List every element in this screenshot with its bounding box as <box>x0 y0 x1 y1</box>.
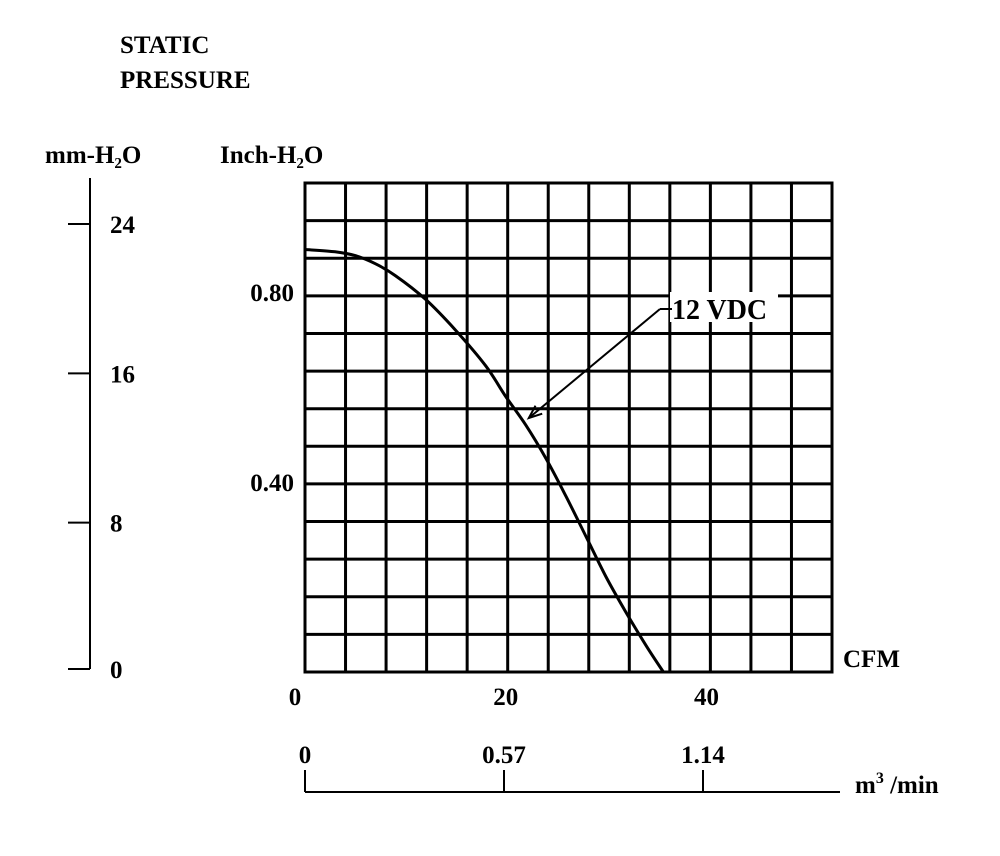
cfm-tick-labels: 0 20 40 <box>289 684 719 711</box>
series-line-12-vdc <box>304 248 665 673</box>
chart-grid <box>303 181 834 674</box>
cfm-tick-label: 20 <box>493 684 518 711</box>
annotation-label: 12 VDC <box>672 295 767 326</box>
inch-h2o-tick-labels: 0.80 0.40 <box>250 280 294 497</box>
inch-h2o-axis-label: Inch-H₂O <box>220 142 323 169</box>
m3-label-base: m <box>855 772 876 799</box>
m3-tick-label: 0.57 <box>482 742 526 769</box>
inch-tick-label: 0.80 <box>250 280 294 307</box>
mm-tick-label: 8 <box>110 511 123 538</box>
mm-tick-label: 0 <box>110 657 123 684</box>
m3-per-min-axis-label: m3 /min <box>855 770 939 799</box>
inch-tick-label: 0.40 <box>250 470 294 497</box>
cfm-tick-label: 40 <box>694 684 719 711</box>
series-layer: 12 VDC <box>304 248 778 673</box>
mm-tick-label: 24 <box>110 212 136 239</box>
cfm-axis-label: CFM <box>843 646 900 673</box>
annotation-arrowhead <box>526 405 543 420</box>
annotation-leader-line <box>528 308 661 419</box>
plot-frame <box>303 181 834 674</box>
m3-tick-label: 1.14 <box>681 742 725 769</box>
m3-label-suffix: /min <box>884 772 939 799</box>
cfm-tick-label: 0 <box>289 684 302 711</box>
chart-title-line-1: STATIC <box>120 32 209 59</box>
mm-tick-label: 16 <box>110 361 135 388</box>
m3-label-superscript: 3 <box>876 770 884 787</box>
m3-per-min-axis: 0 0.57 1.14 <box>299 742 840 793</box>
m3-tick-label: 0 <box>299 742 312 769</box>
mm-h2o-axis-label: mm-H₂O <box>45 142 141 169</box>
annotation-label-background <box>670 292 778 322</box>
mm-h2o-axis: 24 16 8 0 <box>68 178 136 684</box>
chart-title-line-2: PRESSURE <box>120 67 251 94</box>
